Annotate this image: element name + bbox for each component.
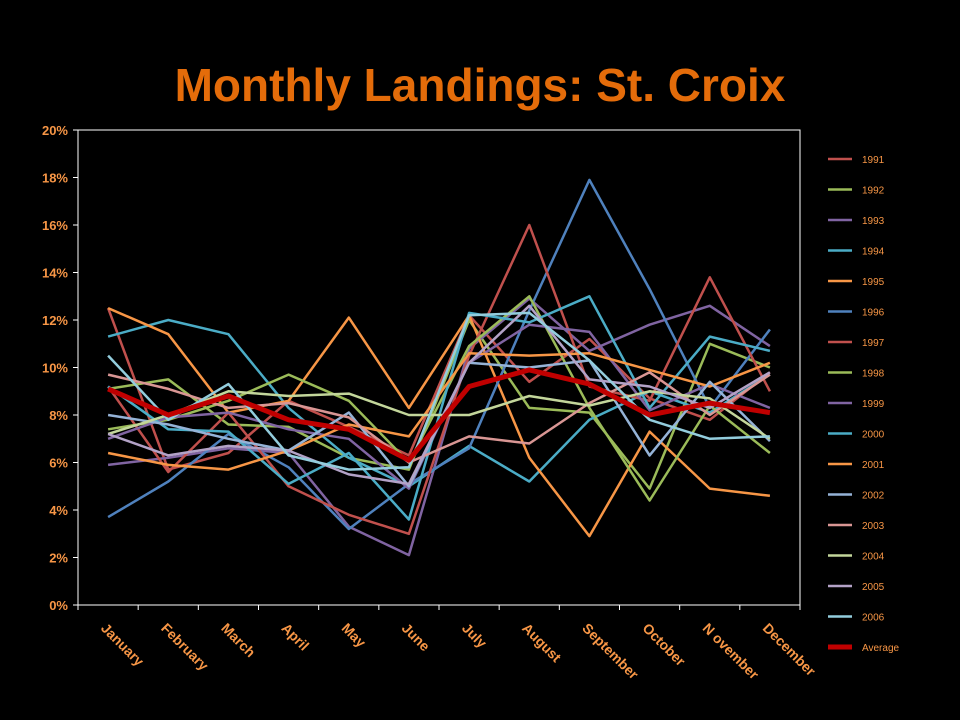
y-tick-label: 6% bbox=[49, 456, 68, 471]
legend-entry-label: 1994 bbox=[862, 247, 885, 258]
y-axis-tick-labels: 0% 2% 4% 6% 8% 10% 12% 14% 16% 18% 20% bbox=[42, 123, 68, 613]
chart-title: Monthly Landings: St. Croix bbox=[174, 59, 786, 111]
series-line-1991 bbox=[106, 307, 771, 471]
legend-entry-label: 2005 bbox=[862, 582, 885, 593]
series-line-2001 bbox=[107, 352, 771, 471]
legend-entry-label: 1991 bbox=[862, 155, 885, 166]
legend-entry-label: 2001 bbox=[862, 460, 885, 471]
series-line-2003 bbox=[107, 371, 771, 464]
x-tick-label: February bbox=[158, 620, 212, 674]
x-tick-label: January bbox=[98, 620, 147, 669]
series-line-2006 bbox=[107, 311, 770, 471]
x-tick-label: October bbox=[639, 620, 689, 670]
y-tick-label: 2% bbox=[49, 551, 68, 566]
y-tick-label: 18% bbox=[42, 171, 68, 186]
x-tick-label: March bbox=[218, 620, 258, 660]
y-tick-label: 8% bbox=[49, 408, 68, 423]
legend: 1991 1992 1993 1994 1995 1996 1997 1998 1999 2000… bbox=[828, 155, 900, 654]
y-tick-label: 10% bbox=[42, 361, 68, 376]
x-tick-label: April bbox=[278, 620, 312, 654]
x-axis-tick-labels: January February March April May June July Augu… bbox=[98, 620, 819, 683]
x-tick-label: December bbox=[760, 620, 820, 680]
y-tick-label: 12% bbox=[42, 313, 68, 328]
legend-entry-label: 2003 bbox=[862, 521, 885, 532]
x-tick-label: June bbox=[399, 620, 434, 655]
legend-entry-label: 2004 bbox=[862, 552, 885, 563]
x-tick-label: August bbox=[519, 620, 565, 666]
legend-entry-label: 1998 bbox=[862, 369, 885, 380]
legend-entry-label: 1995 bbox=[862, 277, 885, 288]
legend-entry-label: 2006 bbox=[862, 613, 885, 624]
y-tick-label: 14% bbox=[42, 266, 68, 281]
legend-entry-label: 1999 bbox=[862, 399, 885, 410]
legend-entry-label: 1997 bbox=[862, 338, 885, 349]
y-tick-label: 20% bbox=[42, 123, 68, 138]
x-tick-label: May bbox=[339, 620, 370, 651]
x-tick-label: July bbox=[459, 620, 490, 651]
series-line-1993 bbox=[107, 297, 771, 557]
legend-entry-label: 2002 bbox=[862, 491, 885, 502]
series-lines bbox=[106, 178, 772, 557]
y-tick-label: 4% bbox=[49, 503, 68, 518]
legend-entry-label: 2000 bbox=[862, 430, 885, 441]
y-tick-label: 16% bbox=[42, 218, 68, 233]
series-line-average bbox=[107, 367, 771, 463]
axes bbox=[73, 129, 801, 610]
x-tick-label: September bbox=[579, 620, 642, 683]
legend-entry-label: 1992 bbox=[862, 186, 885, 197]
plot-area-border bbox=[77, 129, 801, 606]
y-tick-label: 0% bbox=[49, 598, 68, 613]
legend-entry-label: Average bbox=[862, 643, 900, 654]
legend-entry-label: 1996 bbox=[862, 308, 885, 319]
series-line-1997 bbox=[107, 223, 772, 536]
series-line-1996 bbox=[107, 178, 771, 531]
x-tick-label: N ovember bbox=[700, 620, 763, 683]
series-line-2004 bbox=[107, 390, 771, 440]
legend-entry-label: 1993 bbox=[862, 216, 885, 227]
